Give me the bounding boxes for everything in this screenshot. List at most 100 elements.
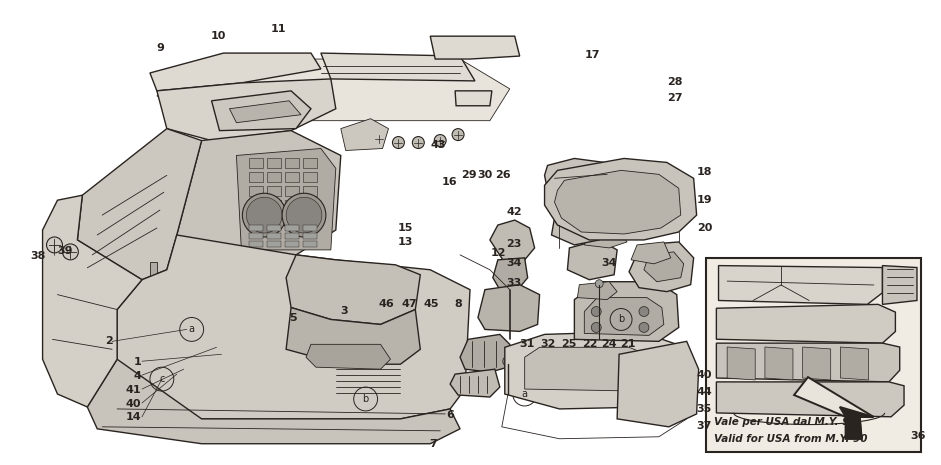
- Circle shape: [286, 197, 322, 233]
- Polygon shape: [303, 225, 317, 231]
- Polygon shape: [177, 131, 341, 255]
- Polygon shape: [303, 173, 317, 182]
- Polygon shape: [478, 285, 539, 332]
- Polygon shape: [157, 79, 336, 140]
- Text: 25: 25: [561, 339, 577, 349]
- Circle shape: [434, 134, 446, 146]
- Polygon shape: [840, 347, 869, 380]
- Polygon shape: [303, 186, 317, 196]
- Polygon shape: [716, 382, 904, 417]
- Text: 8: 8: [455, 299, 462, 309]
- Polygon shape: [285, 186, 299, 196]
- Polygon shape: [230, 101, 301, 123]
- Polygon shape: [236, 148, 336, 250]
- Circle shape: [639, 306, 649, 317]
- Polygon shape: [450, 369, 500, 397]
- Text: 13: 13: [397, 237, 413, 247]
- Polygon shape: [533, 351, 562, 373]
- Text: 10: 10: [210, 31, 226, 41]
- Polygon shape: [267, 241, 281, 247]
- Text: 34: 34: [601, 258, 617, 267]
- Polygon shape: [321, 53, 475, 81]
- Polygon shape: [267, 173, 281, 182]
- Polygon shape: [249, 173, 263, 182]
- Polygon shape: [267, 225, 281, 231]
- Circle shape: [639, 322, 649, 332]
- Text: 32: 32: [540, 339, 556, 349]
- Polygon shape: [617, 341, 698, 427]
- Polygon shape: [545, 159, 617, 212]
- Polygon shape: [341, 119, 389, 151]
- Text: 14: 14: [125, 412, 141, 422]
- Polygon shape: [249, 200, 263, 210]
- Circle shape: [412, 137, 424, 148]
- Polygon shape: [578, 195, 614, 215]
- Text: 5: 5: [289, 313, 296, 323]
- Text: 22: 22: [582, 339, 598, 349]
- Text: 36: 36: [910, 431, 926, 441]
- Polygon shape: [794, 377, 873, 439]
- Circle shape: [591, 306, 601, 317]
- Polygon shape: [303, 241, 317, 247]
- Text: 21: 21: [620, 339, 635, 349]
- Text: 2: 2: [105, 336, 113, 346]
- Polygon shape: [644, 252, 684, 282]
- Circle shape: [62, 244, 78, 260]
- Polygon shape: [727, 347, 756, 380]
- Polygon shape: [647, 175, 674, 198]
- Polygon shape: [584, 228, 627, 248]
- Bar: [706, 258, 921, 452]
- Text: 28: 28: [667, 77, 682, 87]
- Polygon shape: [303, 233, 317, 239]
- Polygon shape: [303, 159, 317, 168]
- Text: 6: 6: [446, 410, 454, 420]
- Polygon shape: [249, 241, 263, 247]
- Polygon shape: [150, 262, 157, 278]
- Polygon shape: [803, 347, 831, 380]
- Polygon shape: [88, 359, 460, 444]
- Text: 16: 16: [442, 177, 457, 186]
- Polygon shape: [285, 225, 299, 231]
- Circle shape: [373, 133, 385, 145]
- Polygon shape: [117, 235, 470, 419]
- Polygon shape: [157, 59, 510, 121]
- Polygon shape: [212, 91, 311, 131]
- Circle shape: [392, 137, 405, 148]
- Text: 9: 9: [156, 43, 164, 53]
- Polygon shape: [716, 305, 896, 343]
- Text: 23: 23: [506, 239, 522, 249]
- Polygon shape: [286, 307, 421, 364]
- Text: 20: 20: [697, 223, 712, 233]
- Polygon shape: [286, 255, 421, 325]
- Polygon shape: [267, 233, 281, 239]
- Polygon shape: [545, 159, 696, 240]
- Circle shape: [591, 322, 601, 332]
- Polygon shape: [285, 241, 299, 247]
- Polygon shape: [883, 266, 917, 305]
- Circle shape: [596, 280, 603, 288]
- Text: 38: 38: [31, 251, 46, 260]
- Polygon shape: [249, 159, 263, 168]
- Text: 31: 31: [518, 339, 534, 349]
- Polygon shape: [765, 347, 793, 380]
- Polygon shape: [584, 298, 663, 335]
- Text: 34: 34: [506, 258, 522, 267]
- Polygon shape: [267, 200, 281, 210]
- Polygon shape: [285, 200, 299, 210]
- Polygon shape: [629, 242, 694, 292]
- Text: 42: 42: [506, 207, 522, 217]
- Polygon shape: [285, 233, 299, 239]
- Text: 3: 3: [341, 306, 348, 316]
- Circle shape: [502, 356, 513, 366]
- Polygon shape: [567, 240, 617, 280]
- Circle shape: [46, 237, 62, 253]
- Polygon shape: [267, 186, 281, 196]
- Text: 1: 1: [134, 357, 141, 367]
- Text: Valid for USA from M.Y. 90: Valid for USA from M.Y. 90: [714, 434, 868, 444]
- Text: 45: 45: [423, 299, 439, 309]
- Polygon shape: [551, 210, 604, 245]
- Text: 18: 18: [697, 167, 712, 178]
- Polygon shape: [490, 220, 534, 263]
- Polygon shape: [613, 185, 637, 205]
- Polygon shape: [525, 347, 657, 391]
